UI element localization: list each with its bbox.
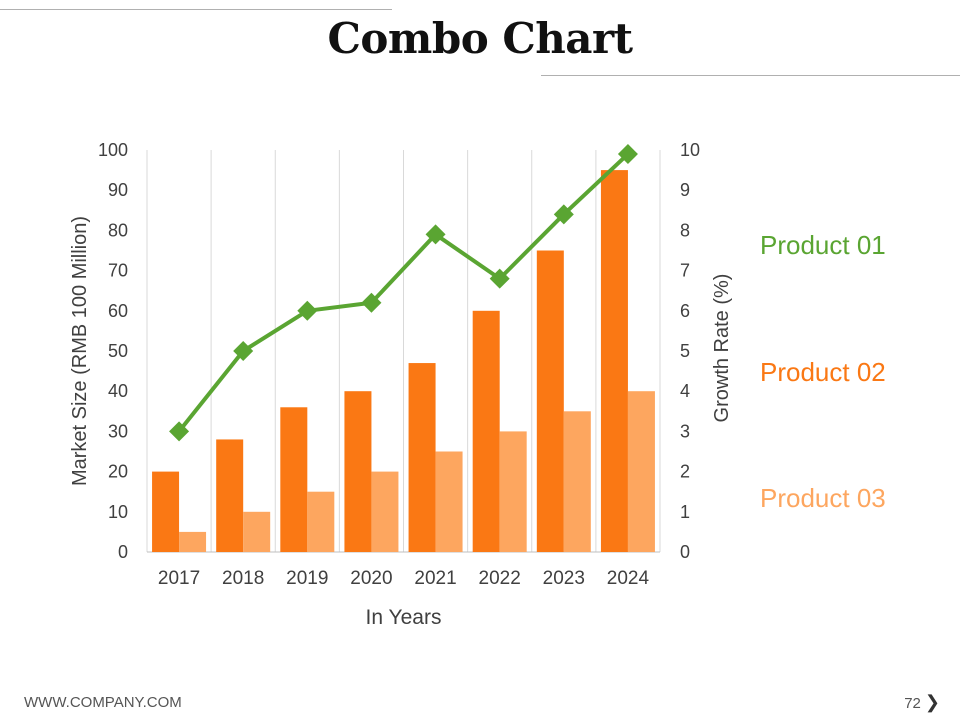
y-tick-label: 90 <box>108 180 128 200</box>
x-tick-label: 2018 <box>222 568 264 589</box>
bar-product-02 <box>472 310 500 552</box>
bar-product-03 <box>179 531 207 552</box>
y-axis-title: Market Size (RMB 100 Million) <box>69 216 91 486</box>
y-tick-label: 70 <box>108 261 128 281</box>
x-tick-label: 2019 <box>286 568 328 589</box>
bar-product-02 <box>280 407 308 552</box>
y2-tick-label: 1 <box>680 502 690 522</box>
bar-product-03 <box>627 391 655 552</box>
page-title: Combo Chart <box>327 14 633 63</box>
y-tick-label: 30 <box>108 421 128 441</box>
x-tick-label: 2022 <box>479 568 521 589</box>
legend-product-03: Product 03 <box>760 483 886 513</box>
y-tick-label: 60 <box>108 301 128 321</box>
y2-tick-label: 7 <box>680 261 690 281</box>
x-tick-label: 2020 <box>350 568 392 589</box>
y-tick-label: 50 <box>108 341 128 361</box>
bar-product-02 <box>216 439 244 552</box>
bar-product-03 <box>243 511 271 552</box>
marker-product-01 <box>297 300 318 321</box>
y2-tick-label: 8 <box>680 220 690 240</box>
top-left-rule <box>0 9 392 10</box>
marker-product-01 <box>617 144 638 165</box>
y-tick-label: 40 <box>108 381 128 401</box>
y2-tick-label: 2 <box>680 462 690 482</box>
bar-product-02 <box>408 363 436 552</box>
y2-tick-label: 5 <box>680 341 690 361</box>
y-tick-label: 100 <box>98 140 128 160</box>
marker-product-01 <box>169 421 190 442</box>
marker-product-01 <box>233 341 254 361</box>
page-indicator: 72 ❯ <box>904 692 940 713</box>
marker-product-01 <box>425 224 446 245</box>
y2-tick-label: 10 <box>680 140 700 160</box>
y-tick-label: 10 <box>108 502 128 522</box>
line-product-01 <box>177 152 630 433</box>
top-right-rule <box>541 75 960 76</box>
bar-product-02 <box>600 170 628 552</box>
legend-product-01: Product 01 <box>760 230 886 260</box>
footer-url: WWW.COMPANY.COM <box>24 694 182 711</box>
y-tick-label: 80 <box>108 220 128 240</box>
bar-product-03 <box>563 411 591 552</box>
bar-product-03 <box>307 491 335 552</box>
y2-tick-label: 4 <box>680 381 690 401</box>
x-tick-label: 2017 <box>158 568 200 589</box>
y-tick-label: 0 <box>118 542 128 562</box>
bar-product-02 <box>344 391 372 552</box>
x-tick-label: 2023 <box>543 568 585 589</box>
y2-tick-label: 0 <box>680 542 690 562</box>
y2-tick-label: 3 <box>680 421 690 441</box>
y2-axis-title: Growth Rate (%) <box>711 274 733 423</box>
bar-product-02 <box>536 250 564 552</box>
y-tick-label: 20 <box>108 462 128 482</box>
x-tick-label: 2024 <box>607 568 650 589</box>
legend-product-02: Product 02 <box>760 357 886 387</box>
page-number: 72 <box>904 695 921 712</box>
marker-product-01 <box>489 268 510 289</box>
bar-product-02 <box>152 471 180 552</box>
bar-product-03 <box>371 471 399 552</box>
chevron-right-icon[interactable]: ❯ <box>924 692 940 712</box>
x-tick-label: 2021 <box>414 568 456 589</box>
marker-product-01 <box>361 292 382 313</box>
bar-product-03 <box>435 451 463 552</box>
bar-product-03 <box>499 431 527 552</box>
y2-tick-label: 9 <box>680 180 690 200</box>
x-axis-title: In Years <box>366 606 442 629</box>
marker-product-01 <box>553 204 574 225</box>
y2-tick-label: 6 <box>680 301 690 321</box>
